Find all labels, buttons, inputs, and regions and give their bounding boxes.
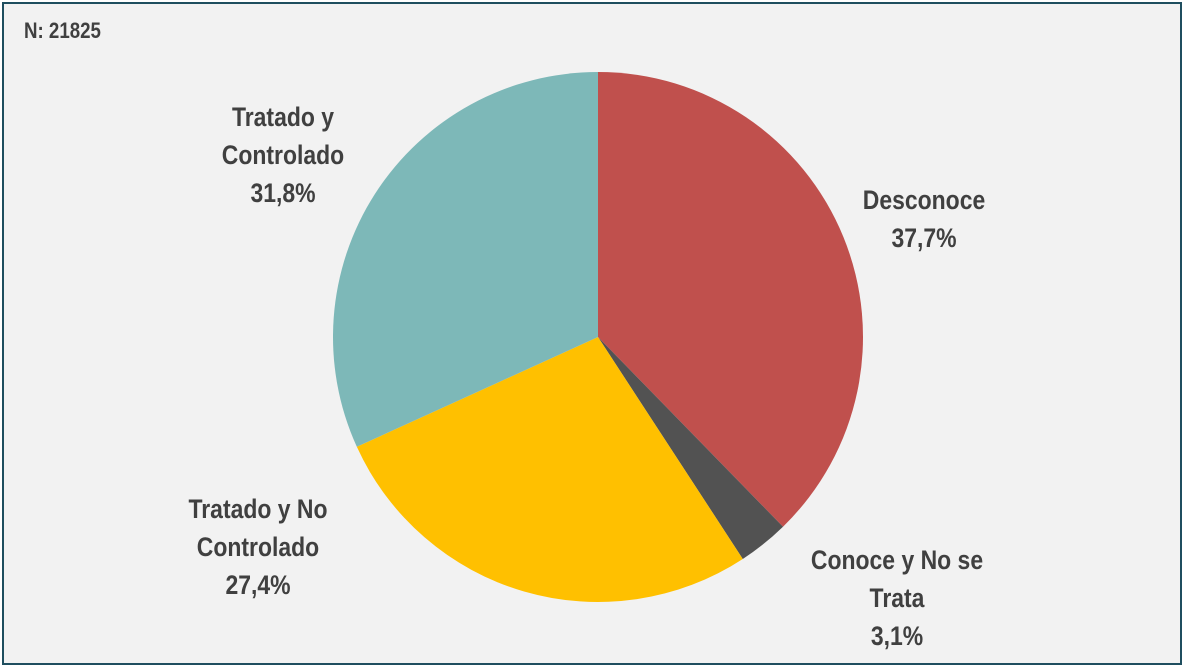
slice-label-name: Trata	[869, 583, 925, 613]
sample-size-label: N: 21825	[24, 18, 101, 43]
slice-tratado-no-controlado	[356, 337, 743, 602]
slice-label-name: Tratado y No	[188, 494, 328, 524]
slice-conoce-no-trata	[598, 337, 784, 559]
slice-label-value: 27,4%	[225, 570, 291, 600]
slice-label-value: 37,7%	[891, 223, 957, 253]
slice-label-value: 3,1%	[870, 621, 924, 651]
slice-label-conoce-no-trata: Conoce y No se Trata 3,1%	[811, 541, 983, 655]
slice-tratado-controlado	[333, 72, 598, 447]
slice-label-name: Controlado	[221, 140, 345, 170]
slice-label-tratado-controlado: Tratado y Controlado 31,8%	[222, 98, 344, 212]
slice-label-name: Controlado	[196, 532, 320, 562]
slice-label-name: Conoce y No se	[810, 545, 984, 575]
slice-label-name: Desconoce	[862, 185, 986, 215]
slice-label-tratado-no-controlado: Tratado y No Controlado 27,4%	[188, 490, 327, 604]
slice-label-name: Tratado y	[231, 102, 335, 132]
slice-desconoce	[598, 72, 863, 527]
slice-label-desconoce: Desconoce 37,7%	[863, 181, 985, 257]
slice-label-value: 31,8%	[250, 178, 316, 208]
